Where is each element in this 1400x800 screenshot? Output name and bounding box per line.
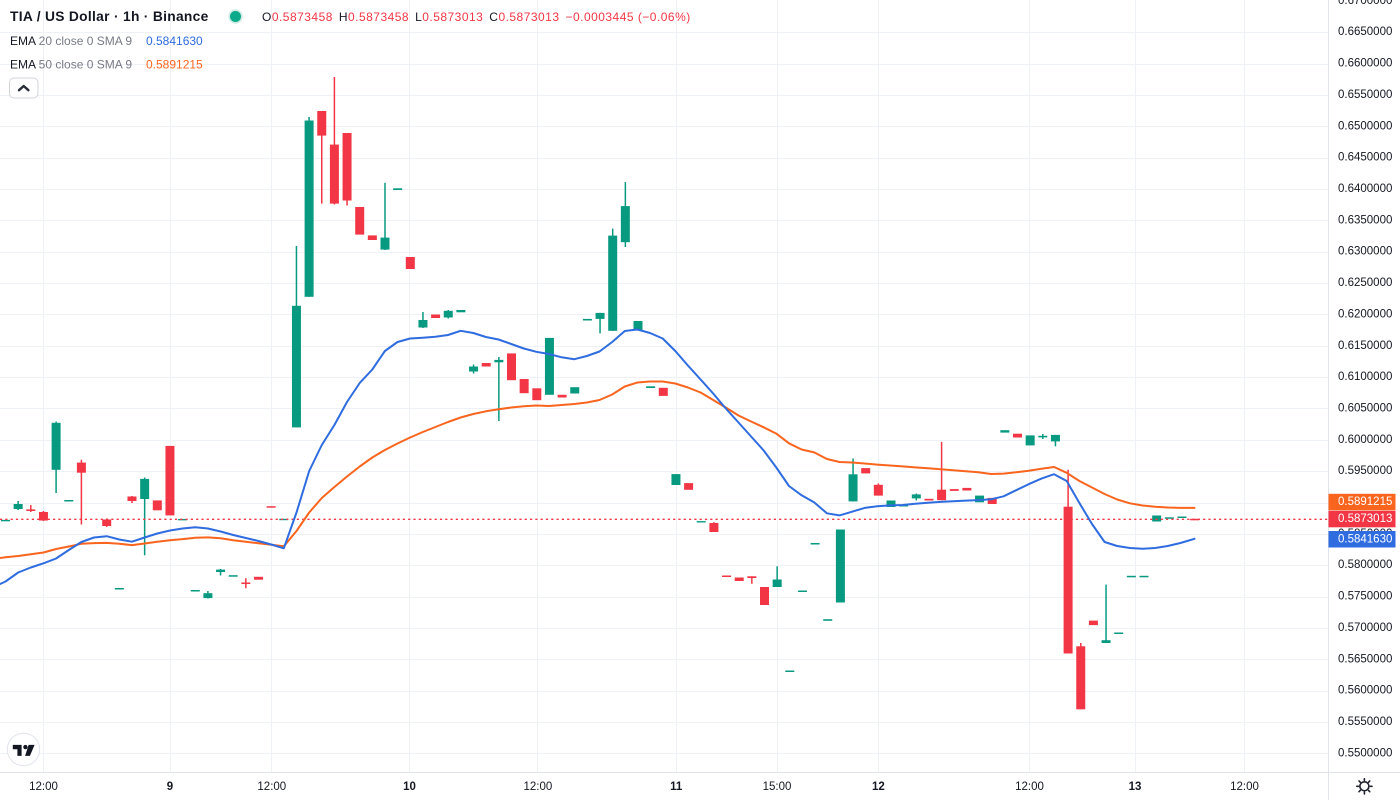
svg-text:0.5800000: 0.5800000 <box>1338 559 1392 571</box>
svg-text:0.5550000: 0.5550000 <box>1338 716 1392 728</box>
svg-text:0.6600000: 0.6600000 <box>1338 58 1392 70</box>
svg-text:0.5700000: 0.5700000 <box>1338 622 1392 634</box>
svg-text:TIA / US Dollar · 1h · Binance: TIA / US Dollar · 1h · Binance <box>10 9 209 24</box>
svg-text:0.6400000: 0.6400000 <box>1338 183 1392 195</box>
svg-text:12:00: 12:00 <box>29 781 58 793</box>
svg-text:9: 9 <box>167 781 173 793</box>
svg-text:EMA 50 close 0 SMA 9: EMA 50 close 0 SMA 9 <box>10 58 132 72</box>
svg-text:12: 12 <box>872 781 885 793</box>
svg-text:0.5891215: 0.5891215 <box>146 58 203 72</box>
svg-text:0.5500000: 0.5500000 <box>1338 747 1392 759</box>
svg-text:10: 10 <box>403 781 416 793</box>
svg-text:0.5891215: 0.5891215 <box>1338 496 1392 508</box>
svg-text:11: 11 <box>670 781 683 793</box>
svg-text:0.6500000: 0.6500000 <box>1338 120 1392 132</box>
svg-text:0.5600000: 0.5600000 <box>1338 685 1392 697</box>
svg-text:0.6250000: 0.6250000 <box>1338 277 1392 289</box>
svg-text:0.6650000: 0.6650000 <box>1338 26 1392 38</box>
svg-text:12:00: 12:00 <box>257 781 286 793</box>
svg-text:0.5950000: 0.5950000 <box>1338 465 1392 477</box>
svg-text:15:00: 15:00 <box>763 781 792 793</box>
svg-text:0.6300000: 0.6300000 <box>1338 246 1392 258</box>
svg-text:0.6550000: 0.6550000 <box>1338 89 1392 101</box>
svg-text:0.5841630: 0.5841630 <box>1338 533 1392 545</box>
svg-text:0.6050000: 0.6050000 <box>1338 403 1392 415</box>
svg-text:0.5841630: 0.5841630 <box>146 34 203 48</box>
svg-text:0.6450000: 0.6450000 <box>1338 152 1392 164</box>
svg-text:12:00: 12:00 <box>1230 781 1259 793</box>
svg-text:0.6100000: 0.6100000 <box>1338 371 1392 383</box>
svg-text:0.6350000: 0.6350000 <box>1338 214 1392 226</box>
svg-text:13: 13 <box>1129 781 1142 793</box>
svg-text:0.6150000: 0.6150000 <box>1338 340 1392 352</box>
svg-text:0.6000000: 0.6000000 <box>1338 434 1392 446</box>
svg-text:0.5750000: 0.5750000 <box>1338 591 1392 603</box>
svg-text:0.6200000: 0.6200000 <box>1338 308 1392 320</box>
svg-text:0.5873013: 0.5873013 <box>1338 513 1392 525</box>
svg-text:12:00: 12:00 <box>1015 781 1044 793</box>
svg-text:12:00: 12:00 <box>524 781 553 793</box>
svg-text:EMA 20 close 0 SMA 9: EMA 20 close 0 SMA 9 <box>10 34 132 48</box>
svg-text:0.5650000: 0.5650000 <box>1338 653 1392 665</box>
svg-text:0.6700000: 0.6700000 <box>1338 0 1392 7</box>
